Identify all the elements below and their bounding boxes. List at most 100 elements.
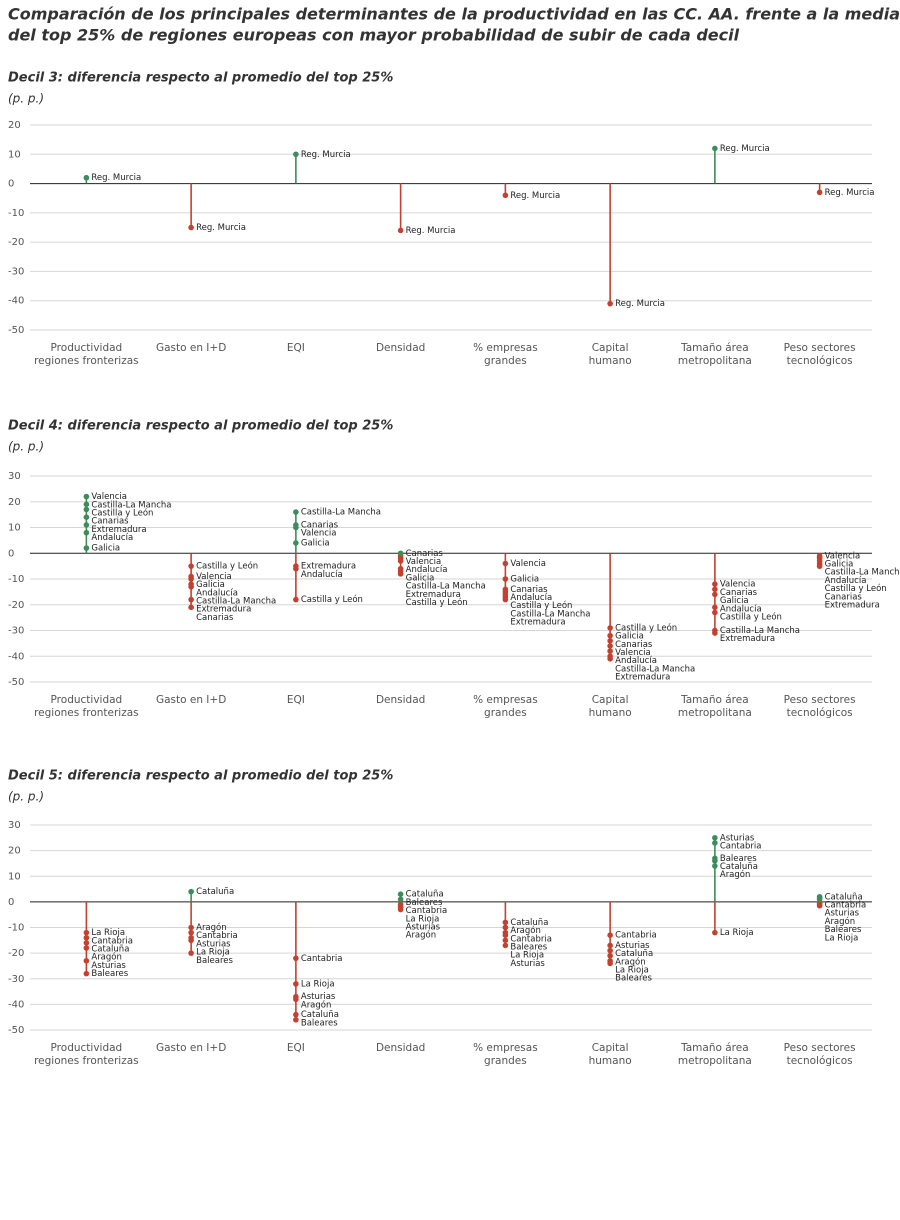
point-label: La Rioja [510, 951, 544, 961]
dot [502, 919, 509, 926]
dot [293, 993, 299, 1000]
dot [502, 924, 509, 931]
dot [83, 529, 90, 536]
point-label: Canarias [196, 613, 234, 623]
x-tick-label: humano [589, 707, 632, 719]
point-label: Andalucía [510, 593, 552, 603]
x-tick-label: EQI [287, 342, 305, 354]
dot [397, 558, 404, 564]
x-tick-label: regiones fronterizas [34, 355, 139, 367]
dot [607, 300, 613, 307]
dot [293, 522, 299, 528]
point-label: La Rioja [720, 928, 754, 938]
dot [188, 924, 194, 931]
x-tick-label: metropolitana [678, 1055, 752, 1067]
x-tick-label: grandes [484, 707, 527, 719]
point-label: Canarias [720, 588, 758, 598]
dot [502, 596, 509, 603]
point-label: Cantabria [406, 906, 448, 916]
dot [712, 609, 718, 616]
dot [607, 632, 613, 639]
y-tick-label: -20 [8, 600, 24, 611]
point-label: Castilla-La Mancha [91, 500, 171, 510]
dot [816, 189, 823, 196]
point-label: Extremadura [615, 673, 670, 683]
dot [83, 522, 90, 528]
point-label: Canarias [825, 592, 863, 602]
point-label: Canarias [615, 640, 653, 650]
dot [83, 958, 90, 964]
x-tick-label: metropolitana [678, 355, 752, 367]
point-label: Castilla y León [615, 622, 677, 633]
point-label: Castilla y León [720, 611, 782, 622]
x-tick-label: metropolitana [678, 707, 752, 719]
dot [188, 604, 194, 611]
main-title: del top 25% de regiones europeas con may… [8, 26, 740, 45]
panel-subtitle: (p. p.) [8, 790, 44, 804]
point-label: Andalucía [301, 570, 343, 580]
x-tick-label: Peso sectores [784, 1042, 856, 1054]
y-tick-label: -30 [8, 626, 24, 637]
dot [188, 934, 194, 941]
dot [607, 952, 613, 959]
point-label: Cataluña [510, 918, 548, 928]
point-label: Andalucía [196, 588, 238, 598]
point-label: Baleares [825, 925, 862, 935]
point-label: Cataluña [615, 949, 653, 959]
dot [816, 901, 823, 908]
x-tick-label: Densidad [376, 1042, 425, 1054]
point-label: Galicia [301, 538, 330, 548]
point-label: Valencia [196, 572, 232, 582]
point-label: Canarias [301, 520, 339, 530]
dot [293, 596, 299, 603]
dot [607, 960, 613, 967]
dot [188, 596, 194, 603]
dot [607, 648, 613, 654]
y-tick-label: 20 [8, 846, 21, 857]
y-tick-label: -10 [8, 574, 24, 585]
point-label: La Rioja [615, 966, 649, 976]
point-label: Asturias [720, 833, 755, 843]
dot [712, 591, 718, 598]
y-tick-label: 20 [8, 120, 21, 131]
dot [712, 835, 718, 841]
panel-title: Decil 4: diferencia respecto al promedio… [8, 419, 393, 434]
dot [188, 950, 194, 956]
dot [502, 942, 509, 949]
dot [502, 192, 509, 199]
y-tick-label: 0 [8, 897, 14, 908]
panel-subtitle: (p. p.) [8, 92, 44, 106]
point-label: Asturias [825, 909, 860, 919]
point-label: Reg. Murcia [91, 173, 141, 183]
point-label: Andalucía [825, 576, 867, 586]
dot [607, 947, 613, 954]
point-label: Castilla y León [406, 597, 468, 608]
point-label: Cataluña [825, 892, 863, 902]
dot [397, 568, 404, 575]
dot [83, 501, 90, 508]
point-label: Baleares [720, 854, 757, 864]
point-label: Asturias [91, 961, 126, 971]
point-label: Reg. Murcia [196, 223, 246, 233]
y-tick-label: -10 [8, 923, 24, 934]
point-label: Aragón [825, 916, 856, 927]
point-label: Aragón [720, 869, 751, 880]
x-tick-label: Densidad [376, 342, 425, 354]
point-label: La Rioja [301, 979, 335, 989]
point-label: La Rioja [196, 948, 230, 958]
point-label: La Rioja [825, 933, 859, 943]
dot [293, 509, 299, 515]
dot [607, 625, 613, 631]
x-tick-label: Tamaño área [680, 342, 749, 354]
point-label: Asturias [615, 941, 650, 951]
point-label: Asturias [406, 922, 441, 932]
point-label: Canarias [91, 517, 129, 527]
x-tick-label: grandes [484, 1055, 527, 1067]
x-tick-label: Productividad [51, 694, 123, 706]
x-tick-label: humano [589, 1055, 632, 1067]
dot [397, 550, 404, 557]
point-label: Extremadura [825, 601, 880, 611]
point-label: Valencia [91, 492, 127, 502]
y-tick-label: 30 [8, 471, 21, 482]
point-label: Baleares [91, 969, 128, 979]
